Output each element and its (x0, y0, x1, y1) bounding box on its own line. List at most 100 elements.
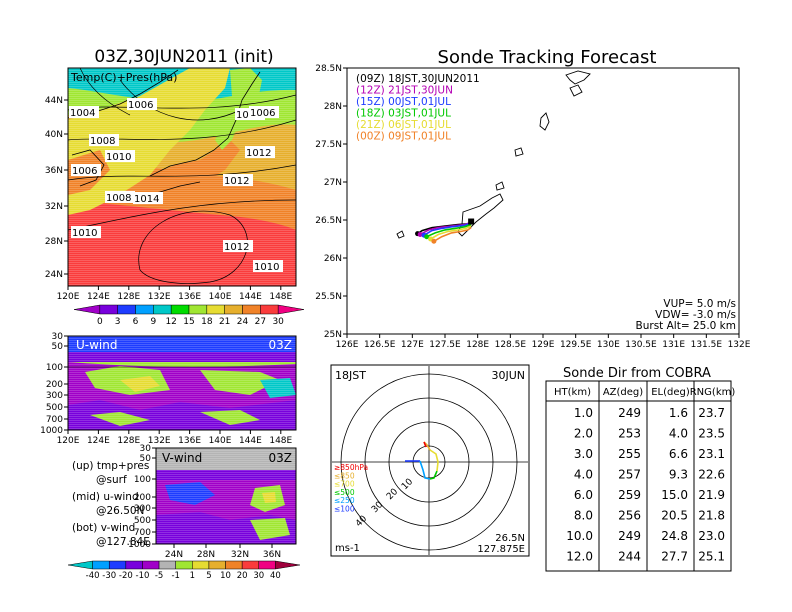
tracking-legend: (09Z) 18JST,30JUN2011(12Z) 21JST,30JUN (1… (356, 73, 480, 143)
lat-tick-label: 25.5N (315, 292, 342, 302)
lat-tick-label: 44N (45, 96, 63, 106)
wind-colorbar-tick-label: 5 (206, 571, 211, 581)
colorbar-tick-label: 15 (183, 317, 194, 327)
table-cell: 4.0 (669, 427, 688, 441)
lon-tick-label: 127.5E (429, 340, 461, 350)
wind-colorbar-tick-label: -1 (171, 571, 179, 581)
wind-colorbar-tick-label: -10 (136, 571, 150, 581)
table-frame (545, 380, 732, 572)
track-end-marker (417, 231, 423, 237)
pressure-label: 1006 (72, 166, 97, 177)
lat-tick-label: 24N (45, 270, 63, 280)
track-legend-item: (12Z) 21JST,30JUN (356, 85, 453, 97)
note-up-2: @surf (96, 474, 127, 486)
launch-marker (468, 218, 475, 225)
lon-tick-label: 128.5E (495, 340, 527, 350)
lon-tick-label: 128E (117, 436, 140, 446)
colorbar-swatch (170, 304, 190, 315)
table-cell: 255 (618, 447, 641, 461)
lon-tick-label: 136E (178, 292, 201, 302)
table-cell: 9.3 (669, 468, 688, 482)
pressure-label: 1008 (90, 136, 115, 147)
track-legend-item: (18Z) 03JST,01JUL (356, 108, 451, 120)
lon-tick-label: 126E (336, 340, 359, 350)
wind-colorbar-tick-label: -40 (86, 571, 100, 581)
track-legend-item: (00Z) 09JST,01JUL (356, 131, 451, 143)
lon-tick-label: 148E (269, 436, 292, 446)
temp-colorbar: 0 3 6 9 12 15 18 21 24 27 30 (73, 304, 305, 327)
pressure-tick-label: 100 (46, 363, 63, 373)
table-cell: 257 (618, 468, 641, 482)
track-end-marker (431, 238, 437, 244)
track-legend-item: (09Z) 18JST,30JUN2011 (356, 73, 480, 85)
table-cell: 23.0 (698, 529, 725, 543)
pressure-tick-label: 100 (134, 475, 151, 485)
pressure-label-bg (105, 191, 135, 203)
pressure-tick-label: 500 (134, 516, 151, 526)
u-wind-label: U-wind (76, 338, 117, 352)
wind-colorbar-tick-label: -30 (102, 571, 116, 581)
wind-colorbar-swatch (258, 560, 276, 570)
wind-colorbar-swatch (92, 560, 110, 570)
v-wind-label: V-wind (162, 451, 202, 465)
table-cell: 259 (618, 488, 641, 502)
wind-colorbar-tick-label: 30 (253, 571, 264, 581)
level-legend-item: ≤250 (334, 496, 355, 505)
colorbar-tick-label: 21 (219, 317, 230, 327)
lon-tick-label: 140E (209, 436, 232, 446)
pressure-tick-label: 500 (46, 403, 63, 413)
lat-tick-label: 40N (45, 130, 63, 140)
note-mid-2: @26.50N (96, 505, 144, 517)
polar-labels: 18JST 30JUN ms-1 26.5N 127.875E (335, 369, 525, 555)
pressure-label: 1014 (134, 194, 159, 205)
pressure-label-bg (253, 260, 283, 272)
pressure-label: 1006 (250, 108, 275, 119)
lon-tick-label: 124E (87, 436, 110, 446)
wind-colorbar-tick-label: 20 (237, 571, 248, 581)
pressure-tick-label: 300 (134, 504, 151, 514)
tracking-title: Sonde Tracking Forecast (438, 47, 657, 68)
polar-lat: 26.5N (495, 533, 525, 544)
polar-level-legend: ≥850hPa≤850≤700≤500≤250≤100 (334, 463, 368, 514)
colorbar-swatch (260, 304, 279, 315)
table-cell: 25.1 (698, 550, 725, 564)
note-bot-1: (bot) v-wind (72, 522, 135, 534)
colorbar-tick-label: 12 (165, 317, 176, 327)
table-header-cell: HT(km) (554, 387, 591, 398)
table-cell: 1.0 (574, 406, 593, 420)
v-wind-time: 03Z (269, 451, 293, 465)
table-cell: 6.6 (669, 447, 688, 461)
polar-left-label: 18JST (335, 369, 366, 382)
lon-tick-label: 120E (57, 292, 80, 302)
pressure-tick-label: 300 (46, 391, 63, 401)
pressure-label-bg (249, 106, 279, 118)
colorbar-tick-label: 30 (272, 317, 284, 327)
pressure-label: 1010 (72, 228, 97, 239)
level-legend-item: ≤850 (334, 471, 355, 480)
note-bot-2: @127.84E (96, 536, 150, 548)
pressure-label: 1012 (246, 148, 271, 159)
lon-tick-label: 126.5E (364, 340, 396, 350)
pressure-label: 1006 (128, 100, 153, 111)
lat-tick-label: 32N (231, 550, 249, 560)
colorbar-swatch (242, 304, 261, 315)
pressure-tick-label: 50 (140, 454, 152, 464)
temp-map-title: 03Z,30JUN2011 (init) (94, 47, 273, 67)
table-cell: 23.7 (698, 406, 725, 420)
colorbar-swatch (224, 304, 243, 315)
wind-colorbar-swatch (275, 560, 301, 570)
lon-tick-label: 140E (209, 292, 232, 302)
wind-colorbar-swatch (208, 560, 226, 570)
pressure-label: 1012 (224, 176, 249, 187)
colorbar-swatch (277, 304, 305, 315)
tracking-params: VUP= 5.0 m/s VDW= -3.0 m/s Burst Alt= 25… (636, 298, 736, 332)
table-cell: 21.8 (698, 509, 725, 523)
colorbar-swatch (153, 304, 172, 315)
table-header-cell: AZ(deg) (603, 387, 643, 398)
table-cell: 244 (618, 550, 641, 564)
note-mid-1: (mid) u-wind (72, 491, 139, 503)
